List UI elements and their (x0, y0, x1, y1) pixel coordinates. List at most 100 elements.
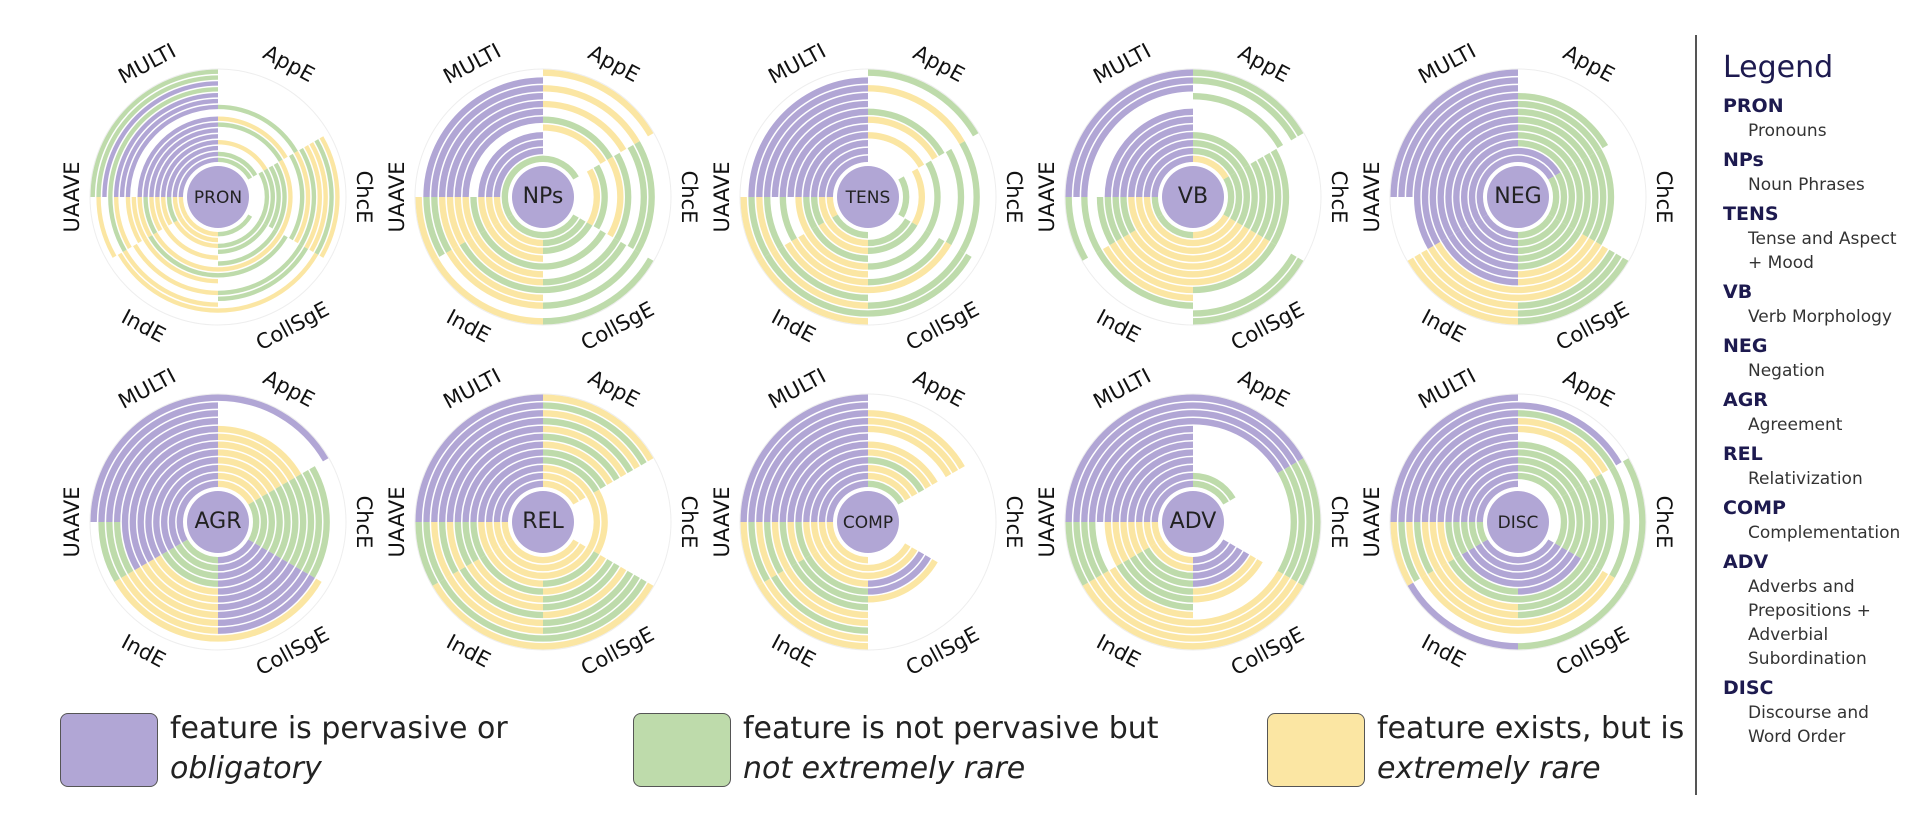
dialect-label-uaave: UAAVE (1035, 487, 1059, 558)
ring-segment-collsge (1193, 214, 1229, 239)
ring-segment-inde (805, 555, 868, 595)
ring-segment-multi (811, 140, 868, 197)
ring-segment-appe (1193, 155, 1229, 180)
ring-segment-collsge (218, 232, 283, 272)
ring-segment-appe (1518, 132, 1575, 168)
ring-segment-collsge (1518, 230, 1581, 270)
ring-segment-uaave (155, 197, 168, 229)
ring-segment-inde (486, 226, 543, 262)
panel-label: ADV (1170, 509, 1217, 534)
ring-segment-chce (1236, 168, 1250, 226)
ring-segment-appe (1518, 402, 1622, 466)
ring-segment-multi (1143, 147, 1193, 197)
ring-segment-chce (1575, 160, 1591, 234)
swatch-not-rare (633, 713, 731, 787)
ring-segment-multi (1437, 441, 1518, 522)
ring-segment-appe (218, 116, 288, 159)
ring-segment-inde (507, 539, 543, 564)
ring-segment-multi (462, 116, 543, 197)
ring-segment-collsge (1518, 226, 1575, 262)
dialect-label-chce: ChcE (1652, 496, 1676, 549)
ring-segment-inde (1448, 559, 1518, 603)
ring-segment-uaave (149, 197, 163, 232)
ring-segment-appe (1193, 77, 1297, 141)
ring-segment-uaave (1445, 197, 1461, 234)
ring-segment-inde (127, 570, 218, 626)
ring-segment-inde (466, 563, 543, 611)
ring-segment-uaave (811, 197, 825, 226)
ring-segment-multi (1453, 132, 1518, 197)
ring-segment-multi (478, 457, 543, 522)
ring-segment-inde (175, 543, 218, 572)
ring-segment-uaave (1429, 522, 1447, 567)
ring-segment-chce (1291, 462, 1313, 582)
ring-segment-uaave (129, 522, 147, 567)
dialect-label-uaave: UAAVE (385, 487, 409, 558)
ring-segment-multi (764, 418, 868, 522)
ring-segment-collsge (543, 566, 627, 619)
ring-segment-appe (1518, 457, 1575, 493)
ring-segment-inde (161, 551, 218, 587)
ring-segment-appe (218, 425, 302, 478)
ring-segment-appe (1193, 147, 1236, 176)
legend-full-8: Adverbs and Prepositions + Adverbial Sub… (1748, 577, 1871, 669)
ring-segment-inde (1157, 214, 1193, 239)
ring-segment-multi (454, 433, 543, 522)
ring-segment-appe (218, 472, 261, 501)
ring-segment-appe (1518, 465, 1568, 497)
ring-segment-inde (1475, 543, 1518, 572)
ring-segment-chce (304, 145, 323, 249)
ring-segment-multi (493, 147, 543, 197)
ring-segment-collsge (868, 218, 911, 247)
ring-segment-uaave (1468, 197, 1481, 222)
ring-segment-multi (1445, 449, 1518, 522)
ring-segment-chce (1561, 168, 1575, 226)
ring-segment-uaave (446, 197, 466, 246)
ring-segment-appe (868, 410, 965, 470)
panel-label: AGR (195, 509, 242, 534)
ring-segment-inde (791, 238, 868, 286)
ring-segment-appe (543, 480, 579, 505)
ring-segment-uaave (826, 522, 838, 543)
ring-segment-uaave (1065, 197, 1089, 261)
ring-segment-appe (543, 100, 627, 153)
ring-segment-chce (1622, 458, 1646, 586)
panel-label: VB (1178, 184, 1208, 209)
legend-rare-line1: feature exists, but is (1377, 711, 1685, 746)
ring-segment-uaave (470, 197, 486, 234)
legend-full-1: Noun Phrases (1748, 175, 1865, 195)
ring-segment-multi (153, 457, 218, 522)
ring-segment-multi (166, 145, 218, 197)
ring-segment-uaave (1414, 522, 1434, 574)
ring-segment-collsge (543, 547, 593, 579)
panel-outline (1064, 68, 1322, 326)
ring-segment-uaave (795, 197, 811, 234)
ring-segment-collsge (543, 555, 606, 595)
ring-segment-inde (117, 252, 218, 313)
ring-segment-inde (493, 222, 543, 254)
ring-segment-uaave (423, 197, 445, 257)
ring-segment-uaave (486, 522, 500, 551)
ring-segment-uaave (1390, 522, 1414, 586)
ring-segment-inde (825, 543, 868, 572)
ring-segment-chce (1270, 148, 1290, 246)
ring-segment-inde (480, 555, 543, 595)
ring-segment-chce (1595, 148, 1615, 246)
ring-segment-inde (1468, 222, 1518, 254)
ring-segment-multi (446, 100, 543, 197)
ring-segment-collsge (543, 222, 593, 254)
ring-segment-collsge (1518, 566, 1602, 619)
ring-segment-uaave (1406, 522, 1427, 578)
ring-segment-appe (868, 116, 938, 160)
ring-segment-collsge (1193, 230, 1256, 270)
ring-segment-multi (149, 128, 218, 197)
ring-segment-multi (493, 472, 543, 522)
ring-segment-multi (446, 425, 543, 522)
ring-segment-inde (1143, 222, 1193, 254)
ring-segment-appe (1518, 449, 1581, 489)
ring-segment-appe (218, 394, 329, 462)
ring-segment-uaave (1476, 522, 1488, 543)
ring-segment-inde (798, 234, 868, 278)
